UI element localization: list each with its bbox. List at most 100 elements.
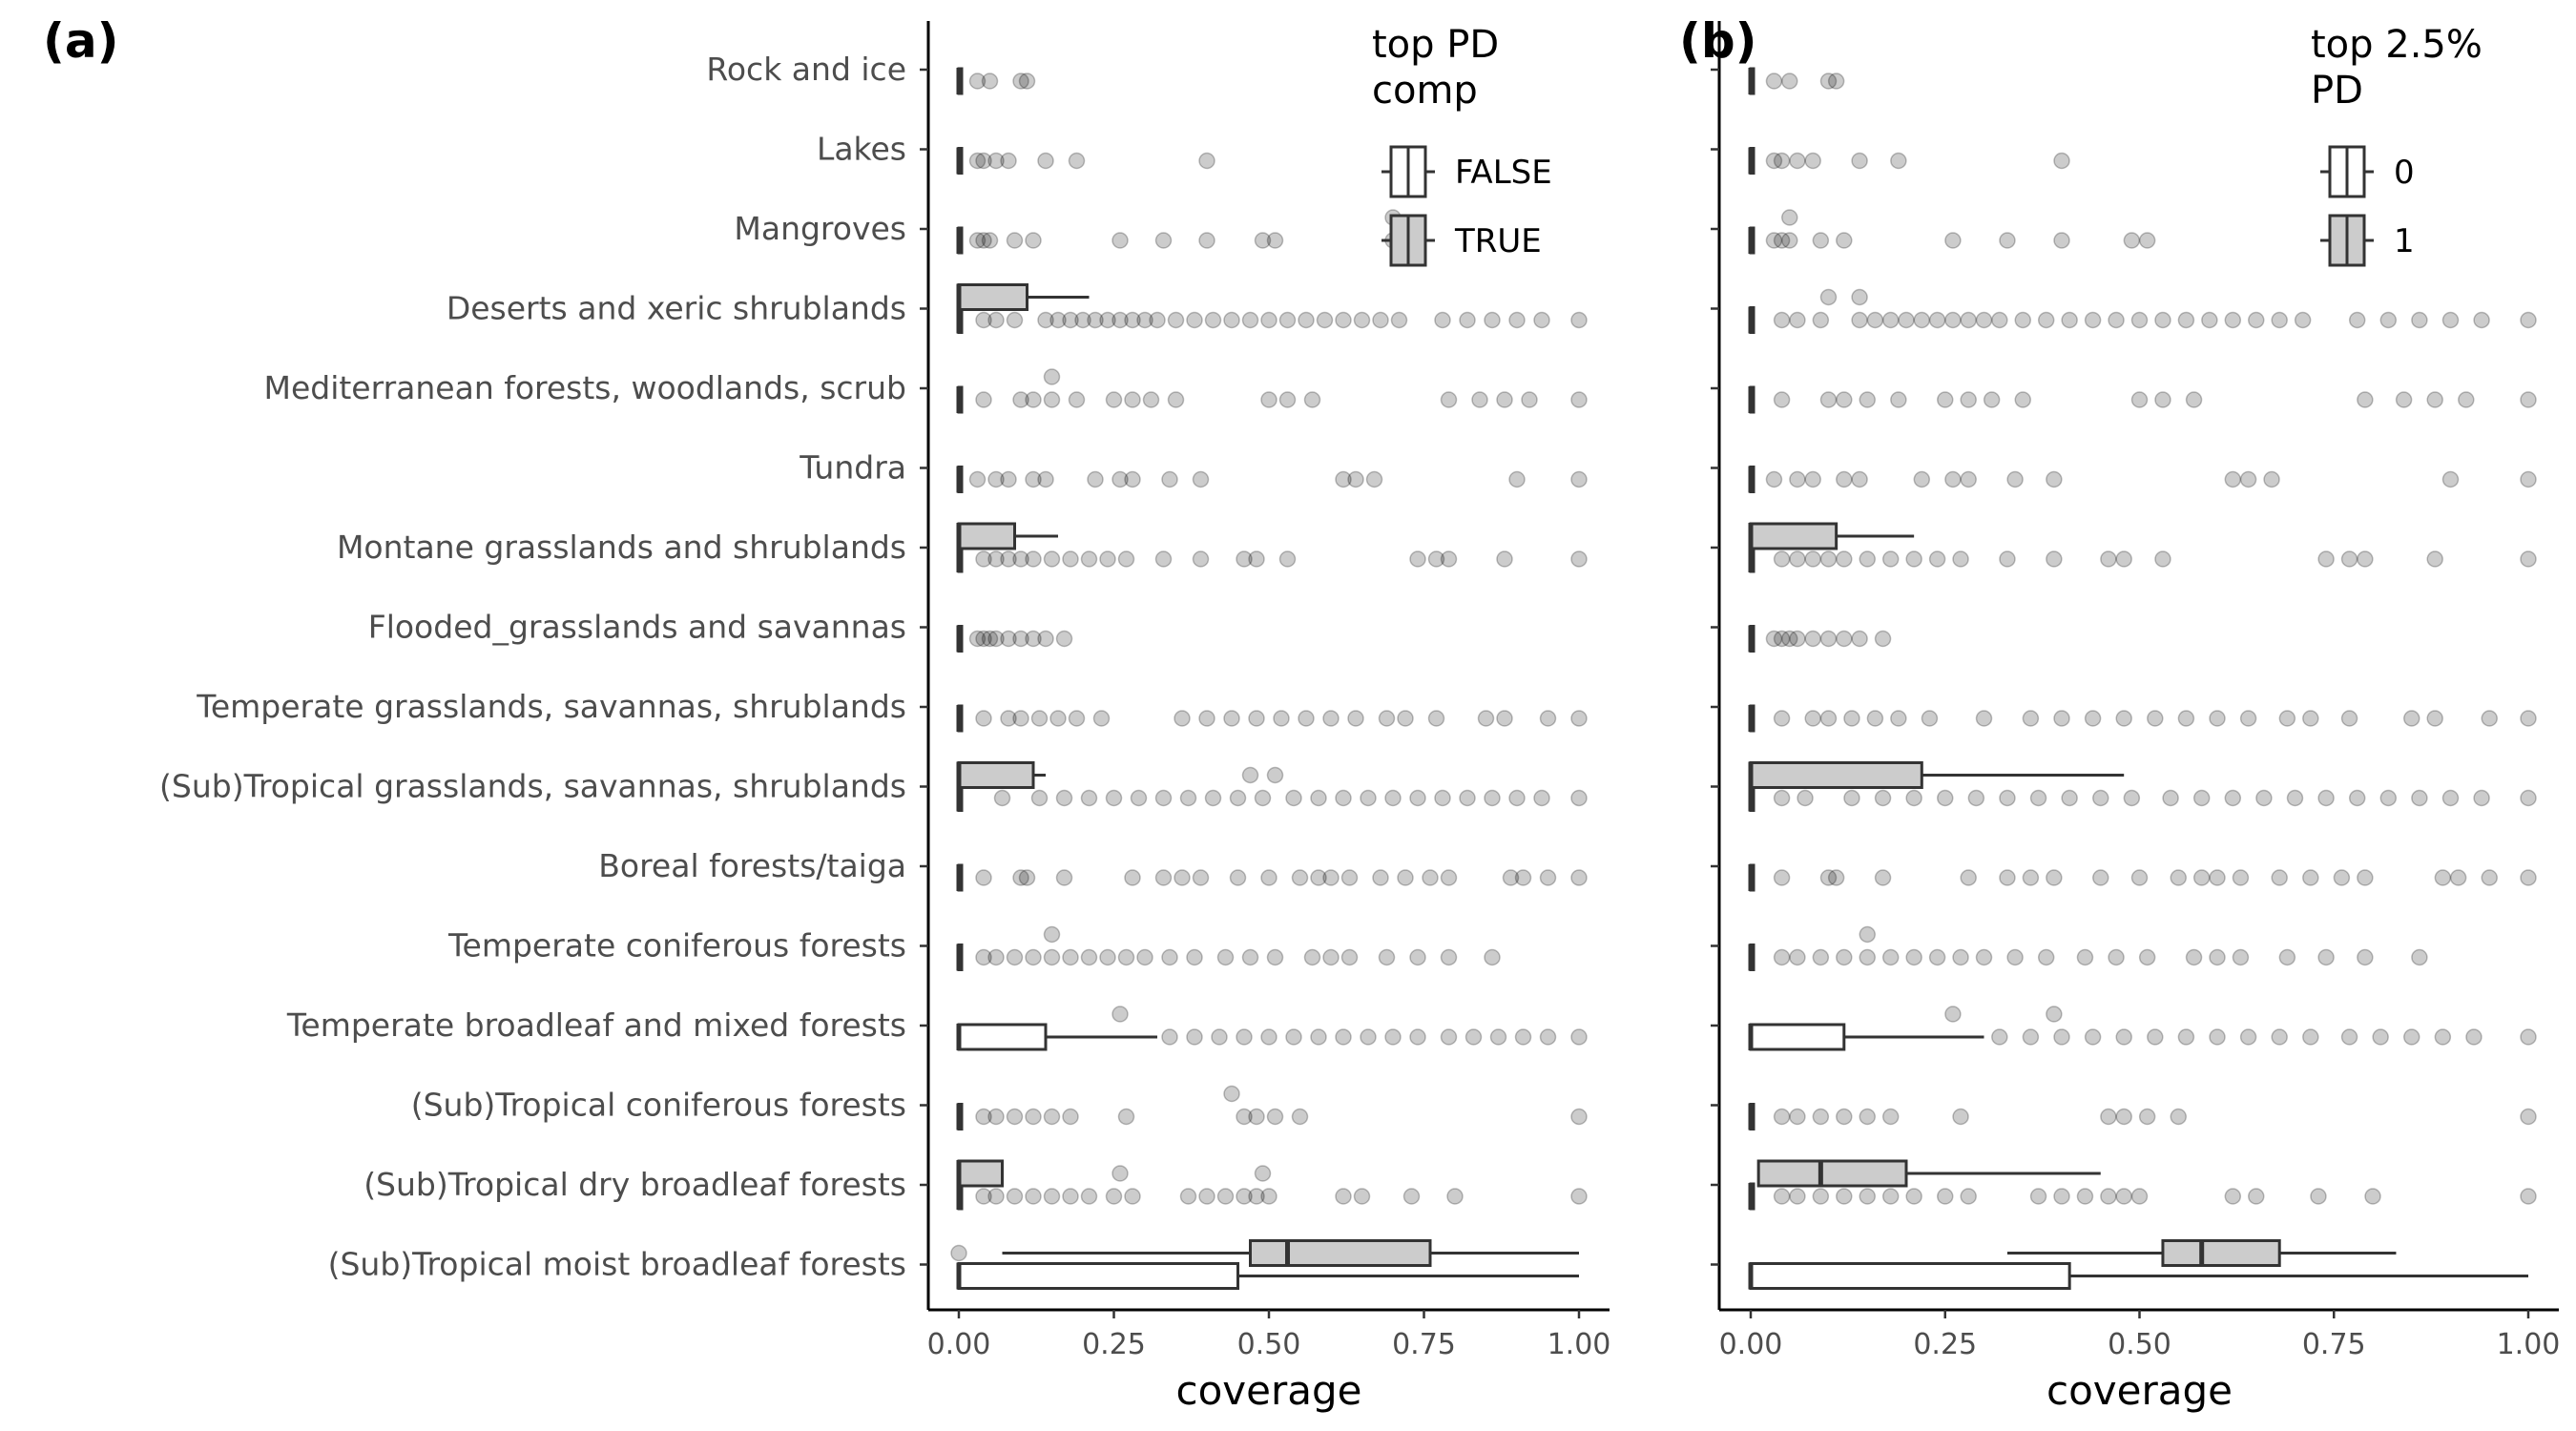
y-tick-label: Tundra: [799, 449, 906, 487]
outlier-point: [981, 630, 999, 648]
outlier-point: [2130, 311, 2149, 329]
outlier-point: [1881, 1188, 1900, 1205]
outlier-point: [2379, 789, 2398, 807]
outlier-point: [1440, 1028, 1458, 1046]
outlier-point: [1789, 630, 1806, 648]
outlier-point: [1496, 710, 1513, 727]
outlier-point: [1260, 1028, 1278, 1046]
outlier-point: [1905, 1188, 1922, 1205]
outlier-point: [1204, 789, 1222, 807]
outlier-point: [1789, 311, 1806, 329]
outlier-point: [2177, 1028, 2195, 1046]
box-TRUE: [957, 1159, 1004, 1188]
outlier-point: [1773, 869, 1791, 886]
outlier-point: [968, 73, 987, 90]
outlier-point: [2278, 948, 2296, 966]
outlier-point: [1514, 869, 1532, 886]
outlier-point: [1303, 948, 1321, 966]
outlier-point: [987, 311, 1005, 329]
outlier-point: [1049, 710, 1067, 727]
outlier-point: [1827, 73, 1845, 90]
outlier-point: [1570, 869, 1588, 886]
outlier-point: [1117, 1108, 1135, 1126]
outlier-point: [2403, 710, 2420, 727]
outlier-point: [987, 630, 1005, 648]
outlier-point: [1440, 391, 1458, 408]
box-TRUE: [957, 761, 1035, 789]
outlier-point: [1043, 391, 1061, 408]
outlier-point: [1105, 391, 1123, 408]
outlier-point: [1471, 391, 1488, 408]
outlier-point: [2248, 311, 2265, 329]
box-1: [1749, 761, 1923, 789]
outlier-point: [1335, 311, 1352, 329]
outlier-point: [2224, 789, 2242, 807]
outlier-point: [1773, 1188, 1791, 1205]
outlier-point: [1881, 311, 1900, 329]
outlier-point: [1192, 869, 1210, 886]
outlier-point: [1260, 869, 1278, 886]
outlier-point: [1765, 152, 1783, 170]
box-1: [1749, 522, 1839, 550]
outlier-point: [1092, 710, 1111, 727]
outlier-point: [1765, 232, 1783, 249]
outlier-point: [1514, 1028, 1532, 1046]
outlier-point: [1440, 948, 1458, 966]
outlier-point: [2022, 710, 2040, 727]
outlier-point: [1080, 1188, 1098, 1205]
panel-tag: (b): [1679, 13, 1757, 69]
outlier-point: [1161, 470, 1178, 488]
outlier-point: [2286, 789, 2304, 807]
outlier-point: [2271, 311, 2288, 329]
outlier-point: [1859, 550, 1876, 568]
outlier-point: [1310, 869, 1327, 886]
outlier-point: [2084, 311, 2102, 329]
outlier-point: [2029, 1188, 2047, 1205]
outlier-point: [1521, 391, 1538, 408]
outlier-point: [2232, 869, 2250, 886]
outlier-point: [1983, 391, 2001, 408]
outlier-point: [2138, 232, 2156, 249]
outlier-point: [2177, 311, 2195, 329]
outlier-point: [2092, 789, 2109, 807]
outlier-point: [2520, 1108, 2537, 1126]
outlier-point: [1353, 311, 1371, 329]
outlier-point: [1322, 710, 1340, 727]
outlier-point: [1179, 789, 1197, 807]
outlier-point: [2100, 1188, 2117, 1205]
outlier-point: [1960, 391, 1977, 408]
outlier-point: [1111, 470, 1129, 488]
outlier-point: [2379, 311, 2398, 329]
outlier-point: [1773, 232, 1791, 249]
outlier-point: [1198, 152, 1215, 170]
outlier-point: [1161, 948, 1178, 966]
outlier-point: [2434, 869, 2452, 886]
outlier-point: [2520, 391, 2537, 408]
outlier-point: [2224, 311, 2242, 329]
outlier-point: [2029, 789, 2047, 807]
outlier-point: [1049, 311, 1067, 329]
outlier-point: [1241, 766, 1259, 784]
outlier-point: [987, 152, 1005, 170]
outlier-point: [2302, 710, 2319, 727]
outlier-point: [1859, 1108, 1876, 1126]
outlier-point: [1186, 948, 1203, 966]
outlier-point: [1890, 710, 1907, 727]
outlier-point: [1913, 311, 1931, 329]
outlier-point: [1012, 391, 1029, 408]
outlier-point: [1111, 1165, 1129, 1182]
outlier-point: [1340, 869, 1359, 886]
outlier-point: [2302, 1028, 2319, 1046]
outlier-point: [1154, 232, 1173, 249]
outlier-point: [1765, 470, 1783, 488]
outlier-point: [2108, 311, 2125, 329]
outlier-point: [2278, 710, 2296, 727]
outlier-point: [2348, 789, 2366, 807]
outlier-point: [2185, 391, 2203, 408]
outlier-point: [1434, 311, 1451, 329]
outlier-point: [2411, 789, 2428, 807]
chart-panel-b: (b) 0.00 0.25 0.50 0.75 1.00 coverage top 2.5% P…: [1679, 13, 2560, 1414]
outlier-point: [2046, 470, 2063, 488]
outlier-point: [1087, 470, 1104, 488]
outlier-point: [2317, 948, 2335, 966]
